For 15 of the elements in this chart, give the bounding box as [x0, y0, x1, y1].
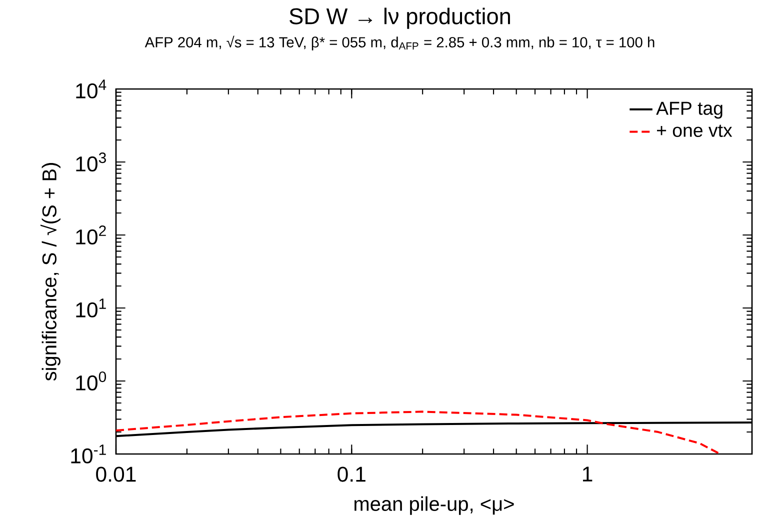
legend-label: AFP tag [656, 102, 722, 119]
y-tick-label: 10$^{1}$ [76, 298, 106, 318]
y-tick-label: 10$^{-1}$ [71, 444, 106, 464]
x-axis-title: mean pile-up, <μ> [354, 496, 514, 515]
y-tick-label: 10$^{4}$ [76, 80, 106, 98]
y-axis-title: significance, S / √(S + B) [40, 163, 60, 381]
y-tick-label: 10$^{2}$ [76, 225, 106, 244]
chart-subtitle: AFP 204 m, √s = 13 TeV, β* = 055 m, d$_{AFP}$ = 2.85 + 0.3 mm, nb = 10, τ = 100 h [144, 36, 654, 50]
x-tick-label: 1 [582, 466, 592, 482]
chart-title: SD W → lν production [290, 8, 510, 29]
y-tick-label: 10$^{0}$ [76, 371, 106, 390]
y-tick-label: 10$^{3}$ [76, 152, 106, 172]
x-tick-label: 0.1 [338, 466, 366, 482]
x-tick-label: 0.01 [96, 466, 136, 482]
legend-label: + one vtx [657, 124, 732, 137]
